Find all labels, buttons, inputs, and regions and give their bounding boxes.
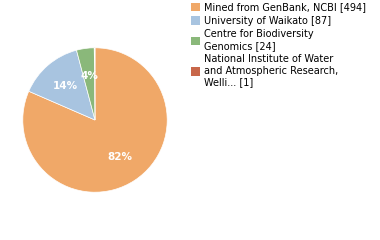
Wedge shape — [23, 48, 167, 192]
Text: 4%: 4% — [80, 71, 98, 81]
Legend: Mined from GenBank, NCBI [494], University of Waikato [87], Centre for Biodivers: Mined from GenBank, NCBI [494], Universi… — [191, 2, 366, 87]
Wedge shape — [76, 48, 95, 120]
Text: 82%: 82% — [107, 152, 132, 162]
Wedge shape — [29, 50, 95, 120]
Wedge shape — [94, 48, 95, 120]
Text: 14%: 14% — [53, 81, 78, 91]
